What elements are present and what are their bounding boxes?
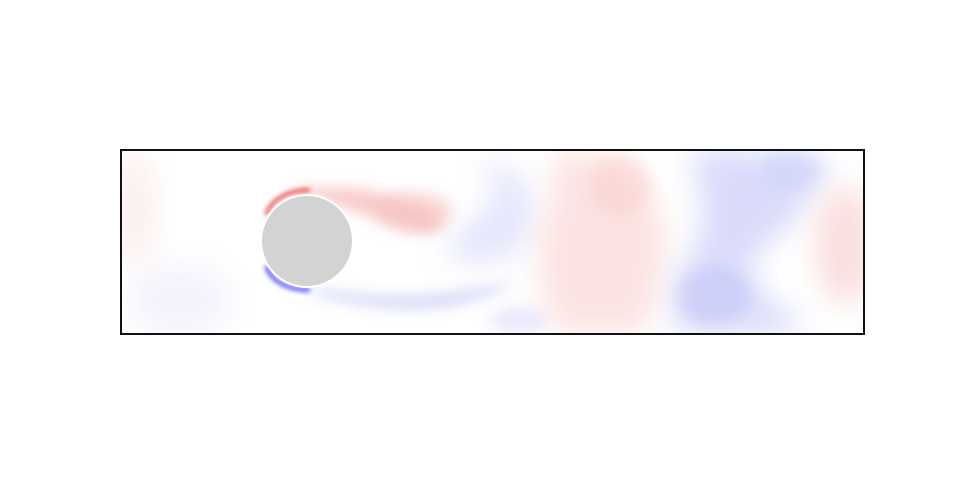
vorticity-field — [121, 150, 864, 334]
domain-frame — [120, 149, 865, 335]
cylinder-negative-boundary-layer — [264, 265, 311, 292]
midfield-negative-band — [448, 160, 535, 264]
inlet-positive-patch — [121, 150, 155, 270]
far-negative-core — [680, 267, 750, 323]
cylinder-obstacle — [260, 194, 354, 288]
lower-shear-layer — [300, 282, 515, 308]
cylinder-positive-boundary-layer — [264, 188, 311, 216]
upper-wake-vortex — [377, 192, 453, 232]
downstream-positive-core — [590, 155, 650, 215]
inlet-negative-patch — [130, 265, 230, 334]
outlet-positive-patch — [815, 185, 864, 305]
far-negative-top-core — [760, 152, 820, 188]
bottom-negative-patch — [490, 306, 550, 334]
